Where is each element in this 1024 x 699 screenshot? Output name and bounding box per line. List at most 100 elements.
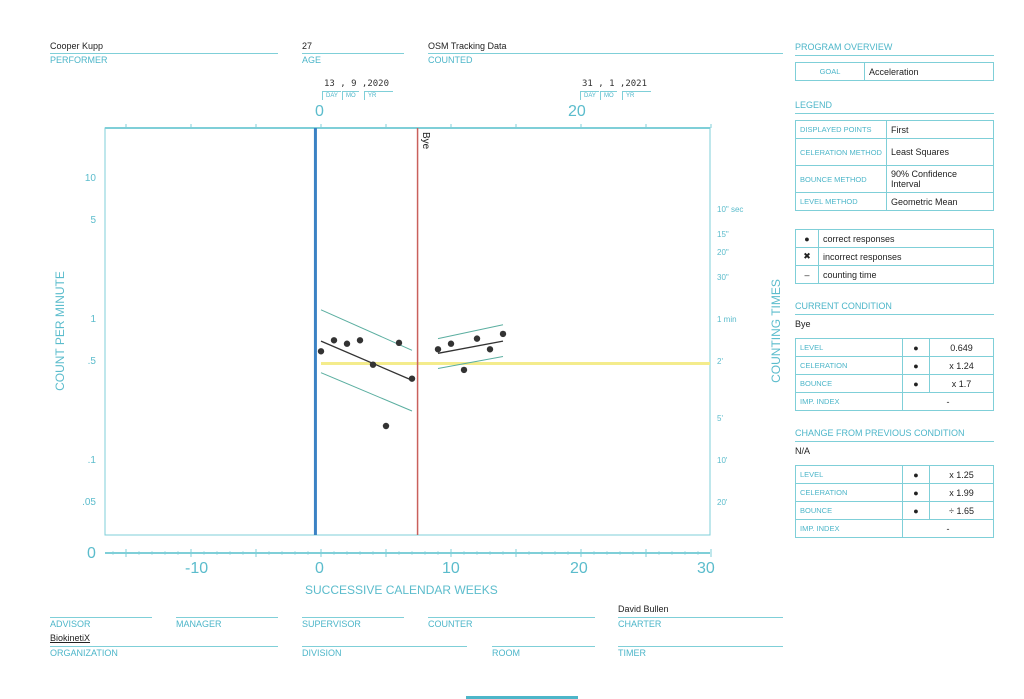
y2-tick-label: 2': [717, 357, 723, 367]
plot-frame: [104, 127, 711, 536]
legend-key: CELERATION METHOD: [795, 138, 887, 166]
dot-icon: ●: [902, 338, 930, 357]
scroll-indicator[interactable]: [466, 696, 578, 699]
y2-tick-label: 20': [717, 498, 728, 508]
metric-value: x 1.25: [929, 465, 994, 484]
current-condition-table: LEVEL ● 0.649 CELERATION ● x 1.24 BOUNCE ● x 1…: [795, 338, 994, 411]
y-tick-label: .1: [87, 455, 96, 466]
data-point: [473, 335, 481, 342]
symbol-legend-table: ● correct responses ✖ incorrect responses …: [795, 229, 994, 284]
dash-icon: ‒: [795, 265, 819, 284]
data-point: [460, 366, 468, 374]
x-tick-label: 10: [442, 560, 460, 577]
metric-value: ÷ 1.65: [929, 501, 994, 520]
celeration-line: [437, 340, 504, 354]
legend-value: 90% Confidence Interval: [886, 165, 994, 193]
phase-label: Bye: [420, 132, 431, 150]
metric-value: 0.649: [929, 338, 994, 357]
dot-icon: ●: [902, 465, 930, 484]
y2-tick-label: 20": [717, 247, 729, 257]
metric-value: -: [902, 392, 994, 411]
date-month-label: MO: [342, 91, 359, 100]
counted-value[interactable]: OSM Tracking Data: [428, 41, 507, 51]
dot-icon: ●: [795, 229, 819, 248]
y-tick-label: .05: [82, 497, 96, 509]
y2-tick-label: 30": [717, 272, 729, 282]
legend-title: LEGEND: [795, 100, 994, 114]
performer-value[interactable]: Cooper Kupp: [50, 41, 104, 51]
counter-label: COUNTER: [428, 619, 473, 629]
legend-value: Geometric Mean: [886, 192, 994, 211]
date-year-label: YR: [622, 91, 651, 100]
metric-value: x 1.24: [929, 356, 994, 375]
program-overview-title: PROGRAM OVERVIEW: [795, 42, 994, 56]
data-point: [317, 348, 325, 355]
goal-label: GOAL: [795, 62, 865, 81]
data-point: [408, 375, 416, 382]
goal-value[interactable]: Acceleration: [864, 62, 994, 81]
charter-value[interactable]: David Bullen: [618, 604, 669, 614]
data-point: [382, 422, 390, 430]
x-tick-label: 0: [315, 560, 324, 577]
data-point: [343, 340, 351, 347]
manager-label: MANAGER: [176, 619, 222, 629]
y2-tick-label: 15": [717, 230, 729, 240]
dot-icon: ●: [902, 483, 930, 502]
data-point: [499, 330, 507, 338]
legend-key: BOUNCE METHOD: [795, 165, 887, 193]
change-condition-table: LEVEL ● x 1.25 CELERATION ● x 1.99 BOUNCE ● ÷ …: [795, 465, 994, 538]
legend-key: DISPLAYED POINTS: [795, 120, 887, 139]
metric-label: LEVEL: [795, 465, 903, 484]
organization-value[interactable]: BiokinetiX: [50, 633, 91, 643]
symbol-label: correct responses: [818, 229, 994, 248]
age-value[interactable]: 27: [302, 41, 313, 51]
y2-tick-label: 1 min: [717, 315, 737, 324]
top-week-label: 0: [315, 103, 324, 120]
current-condition-name: Bye: [795, 319, 811, 329]
metric-label: LEVEL: [795, 338, 903, 357]
dot-icon: ●: [902, 356, 930, 375]
y2-tick-label: 5': [717, 413, 723, 423]
data-point: [369, 361, 377, 368]
metric-label: BOUNCE: [795, 374, 903, 393]
date-20: 31 , 1 ,2021: [582, 79, 648, 89]
date-year-label: YR: [364, 91, 393, 100]
y2-axis-title: COUNTING TIMES: [769, 279, 783, 383]
current-condition-title: CURRENT CONDITION: [795, 301, 994, 315]
legend-value: First: [886, 120, 994, 139]
y-axis-title: COUNT PER MINUTE: [53, 271, 67, 391]
dot-icon: ●: [902, 374, 930, 393]
start-date[interactable]: 13 , 9 ,2020: [324, 79, 390, 89]
symbol-label: counting time: [818, 265, 994, 284]
advisor-label: ADVISOR: [50, 619, 91, 629]
metric-value: x 1.7: [929, 374, 994, 393]
legend-value: Least Squares: [886, 138, 994, 166]
data-point: [447, 340, 455, 347]
bounce-lower-line: [437, 356, 504, 370]
date-day-label: DAY: [322, 91, 341, 100]
goal-table: GOAL Acceleration: [795, 62, 994, 81]
bounce-upper-line: [437, 324, 504, 340]
y-tick-label: 5: [90, 215, 96, 227]
room-label: ROOM: [492, 648, 520, 658]
data-point: [356, 337, 364, 344]
bounce-lower-line: [320, 372, 413, 412]
x-mark-icon: ✖: [795, 247, 819, 266]
legend-method-table: DISPLAYED POINTS First CELERATION METHOD L…: [795, 120, 994, 211]
legend-key: LEVEL METHOD: [795, 192, 887, 211]
y2-tick-label: 10" sec: [717, 205, 744, 215]
celeration-line: [320, 340, 413, 381]
y2-tick-label: 10': [717, 456, 728, 465]
timer-label: TIMER: [618, 648, 646, 658]
x-axis-title: SUCCESSIVE CALENDAR WEEKS: [305, 583, 498, 597]
y-tick-label: .5: [87, 356, 96, 368]
x-tick-label: -10: [185, 560, 209, 577]
metric-label: CELERATION: [795, 483, 903, 502]
y-tick-label: 10: [84, 173, 96, 184]
organization-label: ORGANIZATION: [50, 648, 118, 658]
age-label: AGE: [302, 55, 322, 65]
change-condition-name: N/A: [795, 446, 811, 456]
data-point: [330, 337, 338, 344]
